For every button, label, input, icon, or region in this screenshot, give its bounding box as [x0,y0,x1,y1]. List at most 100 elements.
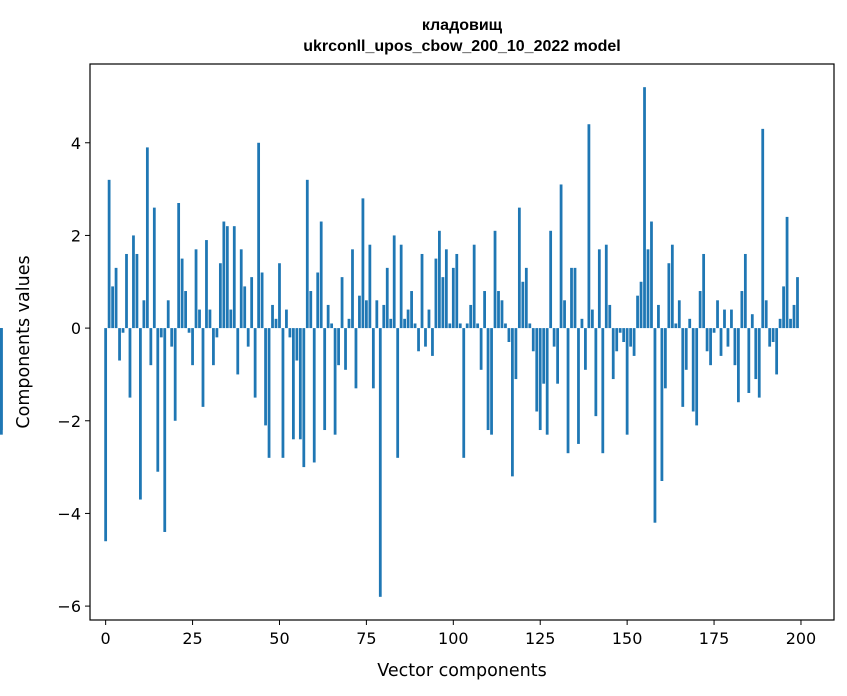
bar [497,291,500,329]
bar [552,328,556,347]
bar [166,300,170,329]
x-tick-label: 100 [438,629,469,648]
bar [719,328,723,356]
bar [229,309,233,329]
bar [347,318,351,329]
bar [737,328,740,403]
bar [326,304,330,329]
bar [232,226,236,329]
bar [573,267,577,329]
bar [472,244,476,329]
bar [684,328,688,370]
bar [768,328,772,347]
bar [354,328,358,389]
bar [392,235,396,329]
bar [438,230,441,329]
bar [726,328,730,347]
bar [194,249,198,329]
bar [650,221,653,329]
bar [152,207,156,329]
bar [177,203,181,329]
bar [597,249,601,329]
x-tick-label: 75 [356,629,376,648]
bar [507,328,511,342]
bar [118,328,121,361]
bar [778,318,782,329]
x-tick-label: 175 [699,629,730,648]
bar [782,286,785,329]
x-tick-label: 0 [101,629,111,648]
bar [444,249,448,329]
bar [743,253,747,329]
bar [643,87,646,329]
bar [493,230,497,329]
bar [723,309,726,329]
plot-frame [89,63,835,621]
bar [465,323,469,329]
bar [670,244,674,329]
bar [632,328,636,356]
x-tick-label: 150 [612,629,643,648]
bar [785,216,789,329]
bar [604,244,608,329]
bar [764,300,768,329]
bar [556,328,559,384]
bar [590,309,594,329]
bar [521,281,525,329]
bar [371,328,375,389]
bar [566,328,570,454]
chart-title: кладовищ [422,17,503,34]
bar [545,328,549,435]
bar [319,221,323,329]
bar [358,295,361,329]
bar [330,323,334,329]
y-tick-label: −2 [57,412,81,431]
bar [382,304,386,329]
y-tick-label: 0 [71,319,81,338]
bar [639,281,643,329]
bar [298,328,302,440]
bar [132,235,135,329]
bar [625,328,629,435]
bar [750,314,754,329]
bar [424,328,427,347]
bar [789,318,792,329]
bar [615,328,619,352]
y-tick-label: 2 [71,226,81,245]
bar [441,277,445,329]
bar [389,318,393,329]
bar [180,258,184,329]
bar [340,277,344,329]
bar [538,328,542,431]
x-axis-label: Vector components [377,661,546,681]
y-axis-label: Components values [14,255,34,428]
bar [128,328,132,398]
bar [733,328,737,366]
bar [674,323,678,329]
bar [476,323,480,329]
bar [577,328,580,444]
bar [239,249,243,329]
bar [135,253,139,329]
bar [594,328,598,417]
bar [486,328,490,431]
bar [740,291,744,329]
x-tick-label: 125 [525,629,556,648]
bar [417,328,420,352]
bar [316,272,320,329]
bar [709,328,712,366]
bar [618,328,622,333]
x-axis-ticks: 0 25 50 75 100 125 150 175 200 [101,620,816,648]
bar [281,328,285,458]
bar [448,323,452,329]
bar [771,328,775,342]
bar [663,328,667,389]
bar [455,253,459,329]
bar [451,267,455,329]
y-axis-ticks: −6 −4 −2 0 2 4 [57,134,90,616]
bar [431,328,434,356]
bar [267,328,271,458]
bar [636,295,639,329]
bar [587,124,591,329]
bar [667,263,671,329]
